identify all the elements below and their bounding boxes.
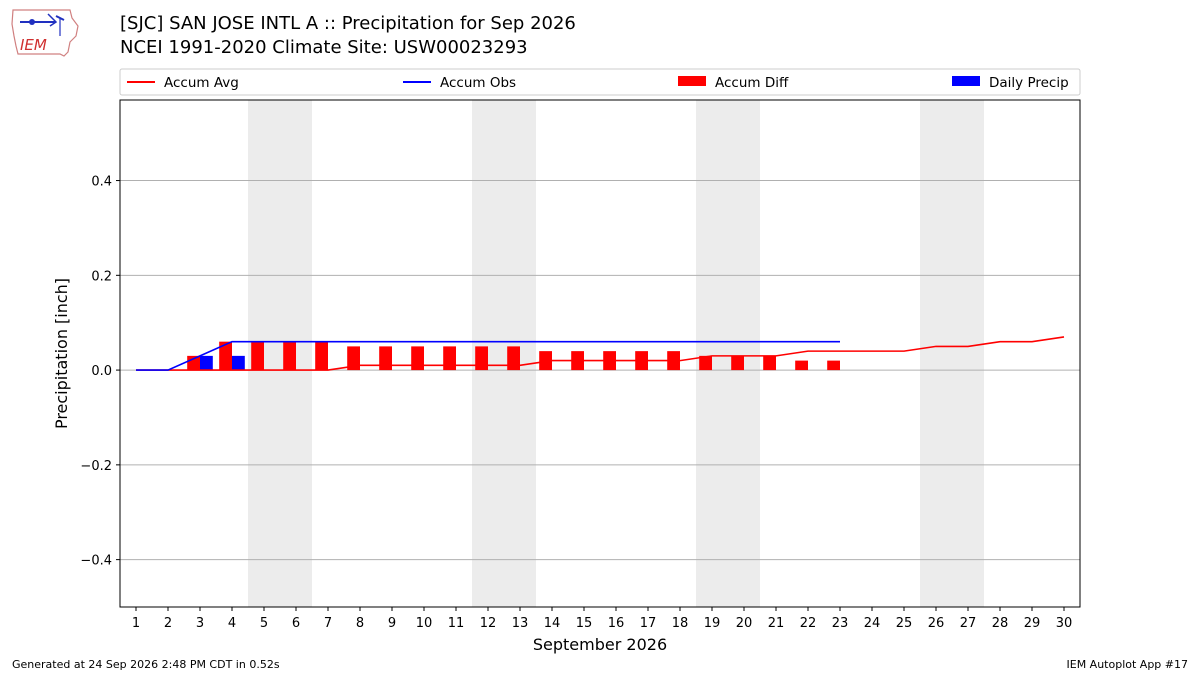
diff-bar-8 <box>347 346 360 371</box>
legend-label-accum-diff: Accum Diff <box>715 75 789 91</box>
x-tick-label: 7 <box>324 616 332 631</box>
diff-bar-5 <box>251 341 264 371</box>
x-tick-label: 25 <box>896 616 913 631</box>
y-tick-label: 0.2 <box>91 269 112 284</box>
chart-title: [SJC] SAN JOSE INTL A :: Precipitation f… <box>120 13 576 34</box>
diff-bar-4 <box>219 341 232 371</box>
x-tick-label: 30 <box>1056 616 1073 631</box>
diff-bar-12 <box>475 346 488 371</box>
x-tick-label: 5 <box>260 616 268 631</box>
y-tick-label: 0.4 <box>91 175 112 190</box>
diff-bar-6 <box>283 341 296 371</box>
y-tick-label: −0.4 <box>80 554 112 569</box>
legend-label-daily-precip: Daily Precip <box>989 75 1069 91</box>
diff-bar-11 <box>443 346 456 371</box>
accum-avg-line <box>136 336 1065 371</box>
diff-bar-10 <box>411 346 424 371</box>
x-tick-label: 3 <box>196 616 204 631</box>
legend-box <box>119 68 1081 96</box>
x-tick-label: 27 <box>960 616 977 631</box>
weekend-band-3 <box>696 100 760 607</box>
x-tick-label: 8 <box>356 616 364 631</box>
footer-app: IEM Autoplot App #17 <box>1066 658 1189 671</box>
y-axis-label: Precipitation [inch] <box>52 278 71 429</box>
x-tick-label: 9 <box>388 616 396 631</box>
diff-bar-20 <box>731 355 744 371</box>
x-tick-label: 4 <box>228 616 236 631</box>
plot-frame <box>119 99 1081 608</box>
daily-bar-4 <box>232 355 245 371</box>
x-tick-label: 15 <box>576 616 593 631</box>
x-tick-label: 21 <box>768 616 785 631</box>
diff-bar-21 <box>763 355 776 371</box>
lines <box>136 336 1065 371</box>
x-tick-label: 17 <box>640 616 657 631</box>
diff-bar-19 <box>699 355 712 371</box>
x-tick-label: 16 <box>608 616 625 631</box>
x-axis-label: September 2026 <box>533 635 667 654</box>
weekend-band-4 <box>920 100 984 607</box>
footer-generated: Generated at 24 Sep 2026 2:48 PM CDT in … <box>12 658 280 671</box>
x-tick-label: 26 <box>928 616 945 631</box>
accum-obs-line <box>136 340 840 371</box>
legend-label-accum-avg: Accum Avg <box>164 75 239 91</box>
x-axis-ticks: 1 2 3 4 5 6 7 8 9 10 11 12 13 14 15 16 17 18 19 20 21 22 23 24 2… <box>132 607 1072 631</box>
x-tick-label: 1 <box>132 616 140 631</box>
daily-bar-3 <box>200 355 213 371</box>
x-tick-label: 10 <box>416 616 433 631</box>
diff-bar-14 <box>539 351 552 371</box>
legend-label-accum-obs: Accum Obs <box>440 75 516 91</box>
y-axis-ticks: −0.4 −0.2 0.0 0.2 0.4 <box>80 175 120 569</box>
legend: Accum Avg Accum Obs Accum Diff Daily Precip <box>119 68 1081 96</box>
y-tick-label: −0.2 <box>80 459 112 474</box>
legend-swatch-accum-diff <box>678 76 706 86</box>
x-tick-label: 24 <box>864 616 881 631</box>
x-tick-label: 22 <box>800 616 817 631</box>
x-tick-label: 11 <box>448 616 465 631</box>
x-tick-label: 29 <box>1024 616 1041 631</box>
diff-bar-7 <box>315 341 328 371</box>
legend-swatch-daily-precip <box>952 76 980 86</box>
x-tick-label: 19 <box>704 616 721 631</box>
y-tick-label: 0.0 <box>91 364 112 379</box>
diff-bar-22 <box>795 360 808 371</box>
chart-subtitle: NCEI 1991-2020 Climate Site: USW00023293 <box>120 37 528 58</box>
x-tick-label: 2 <box>164 616 172 631</box>
x-tick-label: 20 <box>736 616 753 631</box>
diff-bar-9 <box>379 346 392 371</box>
x-tick-label: 28 <box>992 616 1009 631</box>
diff-bar-13 <box>507 346 520 371</box>
x-tick-label: 23 <box>832 616 849 631</box>
x-tick-label: 13 <box>512 616 529 631</box>
x-tick-label: 6 <box>292 616 300 631</box>
x-tick-label: 14 <box>544 616 561 631</box>
x-tick-label: 18 <box>672 616 689 631</box>
logo-text: IEM <box>20 36 47 54</box>
x-tick-label: 12 <box>480 616 497 631</box>
diff-bar-23 <box>827 360 840 371</box>
iem-logo: IEM <box>11 9 79 57</box>
